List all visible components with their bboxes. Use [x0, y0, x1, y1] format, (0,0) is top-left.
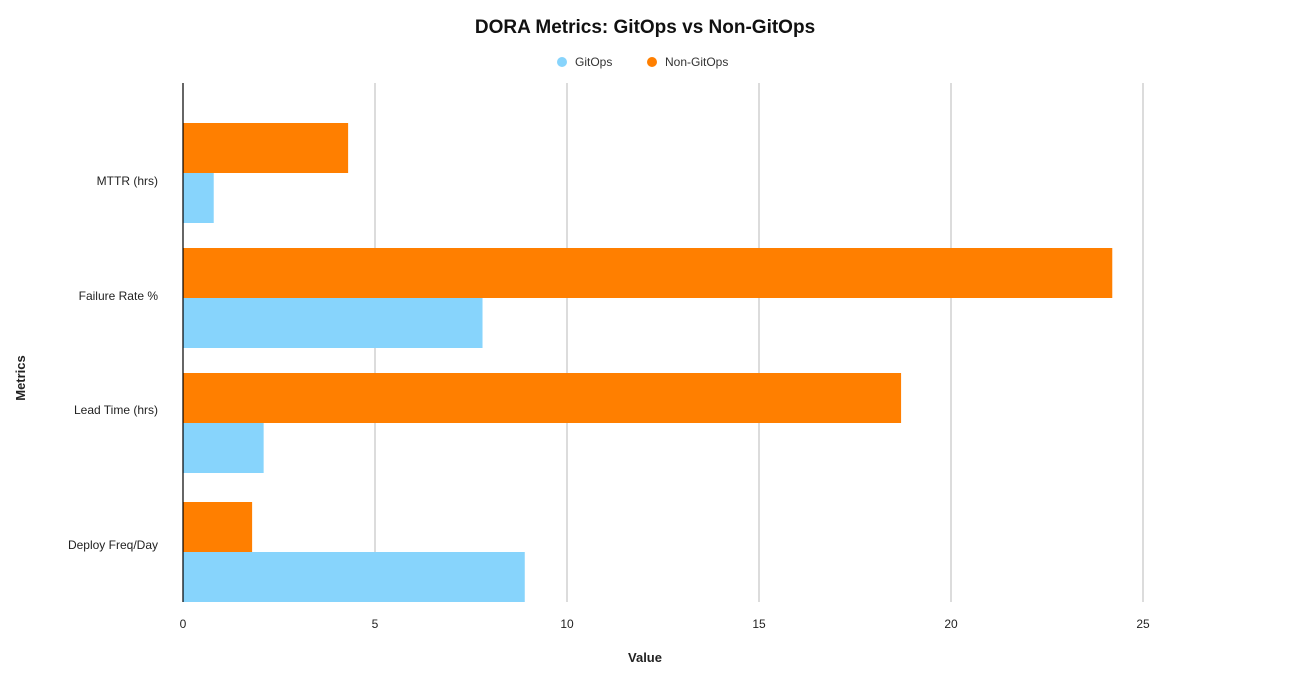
- x-tick-label-5: 5: [372, 617, 379, 631]
- x-tick-label-10: 10: [560, 617, 574, 631]
- y-tick-label-lead-time-hrs: Lead Time (hrs): [74, 403, 158, 417]
- legend-item-gitops[interactable]: GitOps: [557, 55, 612, 69]
- bar-gitops-lead-time-hrs[interactable]: [183, 423, 264, 473]
- bar-non-gitops-failure-rate[interactable]: [183, 248, 1113, 298]
- bar-gitops-failure-rate[interactable]: [183, 298, 483, 348]
- y-tick-label-failure-rate: Failure Rate %: [79, 289, 159, 303]
- legend-marker-gitops: [557, 57, 567, 67]
- y-axis-title: Metrics: [13, 355, 28, 401]
- legend-item-non-gitops[interactable]: Non-GitOps: [647, 55, 728, 69]
- x-tick-labels: 0 5 10 15 20 25: [180, 617, 1150, 631]
- bar-gitops-mttr-hrs[interactable]: [183, 173, 214, 223]
- legend: GitOps Non-GitOps: [557, 55, 728, 69]
- chart-title: DORA Metrics: GitOps vs Non-GitOps: [475, 17, 815, 38]
- bar-gitops-deploy-freq-day[interactable]: [183, 552, 525, 602]
- x-tick-label-25: 25: [1136, 617, 1150, 631]
- y-tick-label-deploy-freq-day: Deploy Freq/Day: [68, 538, 158, 552]
- legend-label-non-gitops: Non-GitOps: [665, 55, 728, 69]
- y-tick-labels: MTTR (hrs) Failure Rate % Lead Time (hrs) D…: [68, 174, 158, 552]
- legend-label-gitops: GitOps: [575, 55, 612, 69]
- x-tick-label-20: 20: [944, 617, 958, 631]
- bar-non-gitops-mttr-hrs[interactable]: [183, 123, 349, 173]
- bars: [183, 123, 1113, 602]
- bar-non-gitops-lead-time-hrs[interactable]: [183, 373, 902, 423]
- x-tick-label-0: 0: [180, 617, 187, 631]
- gridlines: [374, 83, 1144, 602]
- legend-marker-non-gitops: [647, 57, 657, 67]
- x-axis-title: Value: [628, 650, 662, 665]
- x-tick-label-15: 15: [752, 617, 766, 631]
- y-tick-label-mttr-hrs: MTTR (hrs): [97, 174, 158, 188]
- bar-non-gitops-deploy-freq-day[interactable]: [183, 502, 253, 552]
